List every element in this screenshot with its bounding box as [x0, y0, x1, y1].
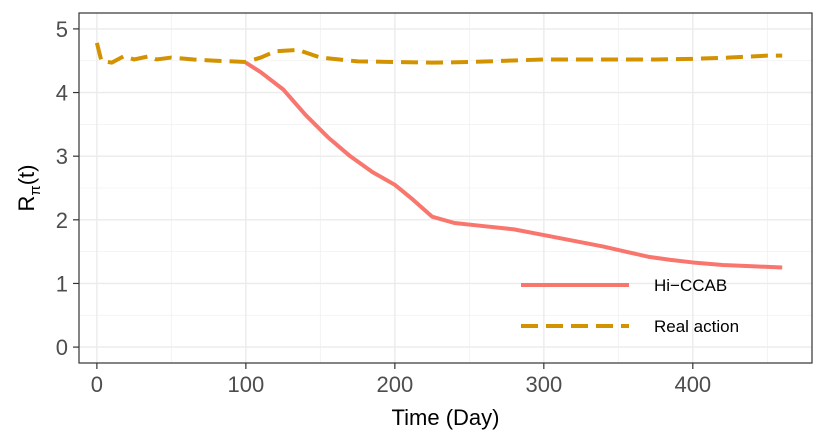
legend-label-hi-ccab: Hi−CCAB	[654, 276, 727, 295]
series-line-real-action	[94, 42, 783, 65]
legend: Hi−CCAB Real action	[521, 276, 739, 336]
minor-gridlines	[79, 13, 812, 363]
y-axis-title-suffix: (t)	[14, 164, 39, 185]
x-tick-label: 100	[228, 372, 265, 397]
y-axis-title-base: R	[14, 196, 39, 212]
axis-ticks	[73, 28, 694, 369]
x-tick-label: 0	[91, 372, 103, 397]
y-tick-label: 5	[56, 17, 68, 42]
series-layer	[94, 42, 783, 270]
series-line-hi-ccab	[244, 60, 783, 270]
x-tick-label: 400	[674, 372, 711, 397]
y-tick-label: 0	[56, 335, 68, 360]
y-tick-label: 4	[56, 81, 68, 106]
y-tick-label: 1	[56, 271, 68, 296]
legend-label-real-action: Real action	[654, 317, 739, 336]
axis-tick-labels: 0 100 200 300 400 0 1 2 3 4 5	[56, 17, 711, 397]
x-tick-label: 200	[376, 372, 413, 397]
x-tick-label: 300	[525, 372, 562, 397]
y-tick-label: 3	[56, 144, 68, 169]
x-axis-title: Time (Day)	[392, 405, 500, 430]
y-tick-label: 2	[56, 208, 68, 233]
plot-panel-border	[78, 12, 813, 364]
y-axis-title-subscript: π	[27, 185, 44, 195]
y-axis-title: Rπ(t)	[14, 164, 44, 211]
